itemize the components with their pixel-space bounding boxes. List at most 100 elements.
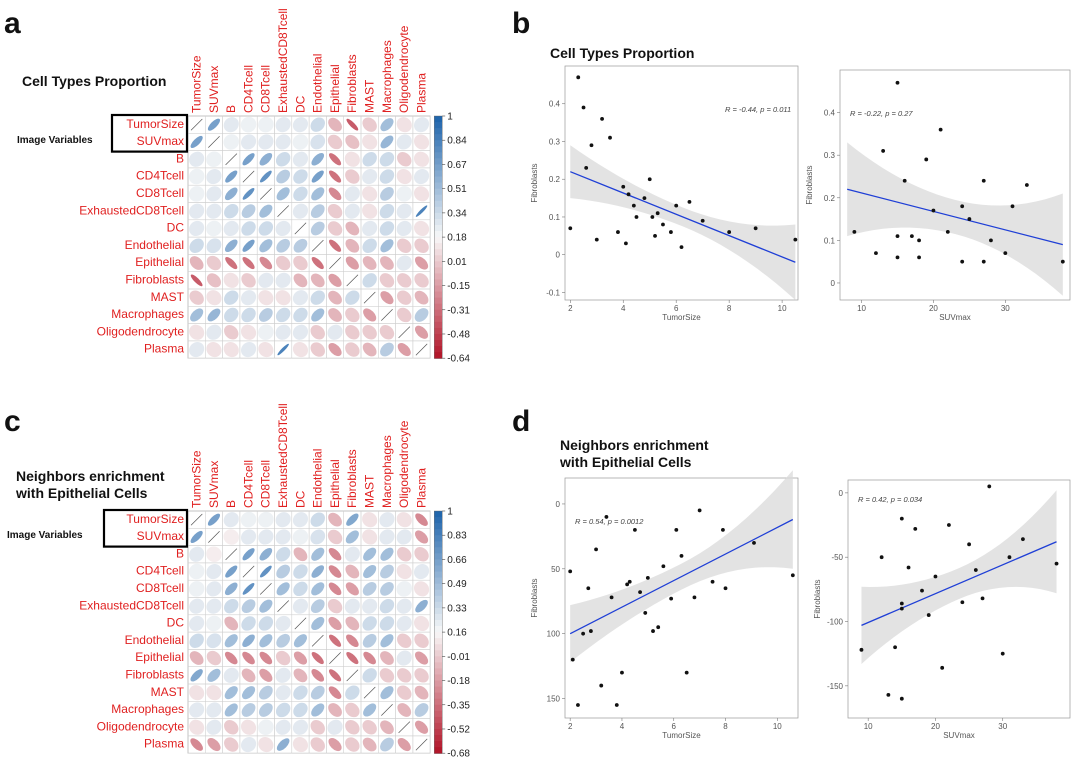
colorbar-tick-label: 0.67 <box>447 160 467 171</box>
correlation-ellipse <box>259 547 273 561</box>
correlation-ellipse <box>396 186 413 202</box>
correlation-ellipse <box>189 151 205 167</box>
correlation-ellipse <box>397 668 412 683</box>
diagonal-mark <box>363 686 376 699</box>
correlation-ellipse <box>345 238 360 253</box>
data-point <box>917 255 921 260</box>
correlation-ellipse <box>258 134 274 150</box>
data-point <box>650 215 655 219</box>
data-point <box>631 203 636 208</box>
correlation-ellipse <box>345 325 360 340</box>
correlation-ellipse <box>380 291 394 305</box>
correlation-ellipse <box>292 117 309 133</box>
colorbar-segment <box>434 656 443 663</box>
x-axis-label: SUVmax <box>939 313 971 322</box>
correlation-ellipse <box>414 256 429 270</box>
data-point <box>687 199 692 204</box>
correlation-ellipse <box>362 616 377 631</box>
y-tick-label: -100 <box>827 618 844 627</box>
correlation-ellipse <box>275 615 291 632</box>
correlation-ellipse <box>276 169 291 184</box>
correlation-ellipse <box>206 168 222 185</box>
column-label: Epithelial <box>328 64 342 113</box>
correlation-ellipse <box>328 273 342 287</box>
correlation-ellipse <box>189 238 204 253</box>
diagonal-mark <box>208 136 220 148</box>
data-point <box>656 625 661 630</box>
colorbar-segment <box>434 698 443 706</box>
correlation-ellipse <box>276 738 290 751</box>
correlation-ellipse <box>345 256 359 270</box>
data-point <box>679 553 684 558</box>
scatter-b-tumorsize: 2 4 6 8 10 -0.1 0 0.1 0.2 0.3 0.4 TumorSize Fibrobla… <box>530 65 799 322</box>
colorbar-segment <box>434 176 443 184</box>
data-point <box>945 229 950 234</box>
correlation-ellipse <box>189 615 205 632</box>
correlation-ellipse <box>206 290 222 306</box>
column-label: SUVmax <box>207 66 221 113</box>
row-label: DC <box>167 616 185 630</box>
colorbar-segment <box>434 352 443 359</box>
correlation-ellipse <box>362 512 378 528</box>
colorbar-segment <box>434 529 443 536</box>
correlation-ellipse <box>379 668 395 683</box>
correlation-ellipse <box>380 547 394 561</box>
row-label: CD4Tcell <box>136 169 184 183</box>
x-tick-label: 10 <box>778 304 787 313</box>
data-point <box>859 647 864 652</box>
correlation-ellipse <box>189 546 205 562</box>
column-label: Oligodendrocyte <box>397 420 411 508</box>
diagonal-mark <box>329 257 341 269</box>
correlation-ellipse <box>206 633 222 649</box>
correlation-ellipse <box>224 187 238 201</box>
correlation-ellipse <box>379 512 395 528</box>
correlation-ellipse <box>276 187 290 201</box>
correlation-ellipse <box>413 168 430 185</box>
correlation-ellipse <box>275 650 291 666</box>
correlation-ellipse <box>380 186 394 201</box>
correlation-ellipse <box>345 134 360 149</box>
data-point <box>967 542 971 547</box>
colorbar-tick-label: -0.18 <box>447 676 470 687</box>
data-point <box>568 569 573 574</box>
image-variables-box <box>110 113 189 153</box>
correlation-ellipse <box>396 168 412 185</box>
data-point <box>633 527 637 532</box>
data-point <box>669 596 674 601</box>
correlation-ellipse <box>206 273 221 288</box>
diagonal-mark <box>398 721 411 734</box>
correlation-ellipse <box>328 582 342 596</box>
data-point <box>710 579 715 584</box>
data-point <box>893 645 897 650</box>
data-point <box>674 203 679 208</box>
correlation-ellipse <box>327 598 343 614</box>
colorbar-segment <box>434 291 443 299</box>
data-point <box>623 241 628 246</box>
correlation-ellipse <box>293 651 308 665</box>
colorbar-segment <box>434 146 443 153</box>
data-point <box>874 251 878 256</box>
y-tick-label: 50 <box>551 565 560 574</box>
correlation-ellipse <box>258 529 274 545</box>
correlation-ellipse <box>345 582 359 596</box>
diagonal-mark <box>242 565 255 578</box>
correlation-ellipse <box>413 581 430 597</box>
correlation-ellipse <box>310 290 325 305</box>
correlation-ellipse <box>328 547 342 561</box>
correlation-ellipse <box>240 324 257 340</box>
colorbar-tick-label: -0.35 <box>447 700 470 711</box>
correlation-ellipse <box>277 343 289 356</box>
correlation-ellipse <box>414 651 429 665</box>
correlation-ellipse <box>293 685 308 700</box>
correlation-ellipse <box>379 273 395 288</box>
correlation-ellipse <box>362 737 377 752</box>
correlation-ellipse <box>258 616 274 631</box>
colorbar-segment <box>434 273 443 281</box>
correlation-ellipse <box>413 563 430 580</box>
correlation-ellipse <box>345 685 360 700</box>
column-label: Fibroblasts <box>345 449 359 508</box>
correlation-ellipse <box>327 324 343 340</box>
diagonal-mark <box>381 704 393 716</box>
correlation-ellipse <box>292 736 309 753</box>
correlation-ellipse <box>311 565 325 578</box>
